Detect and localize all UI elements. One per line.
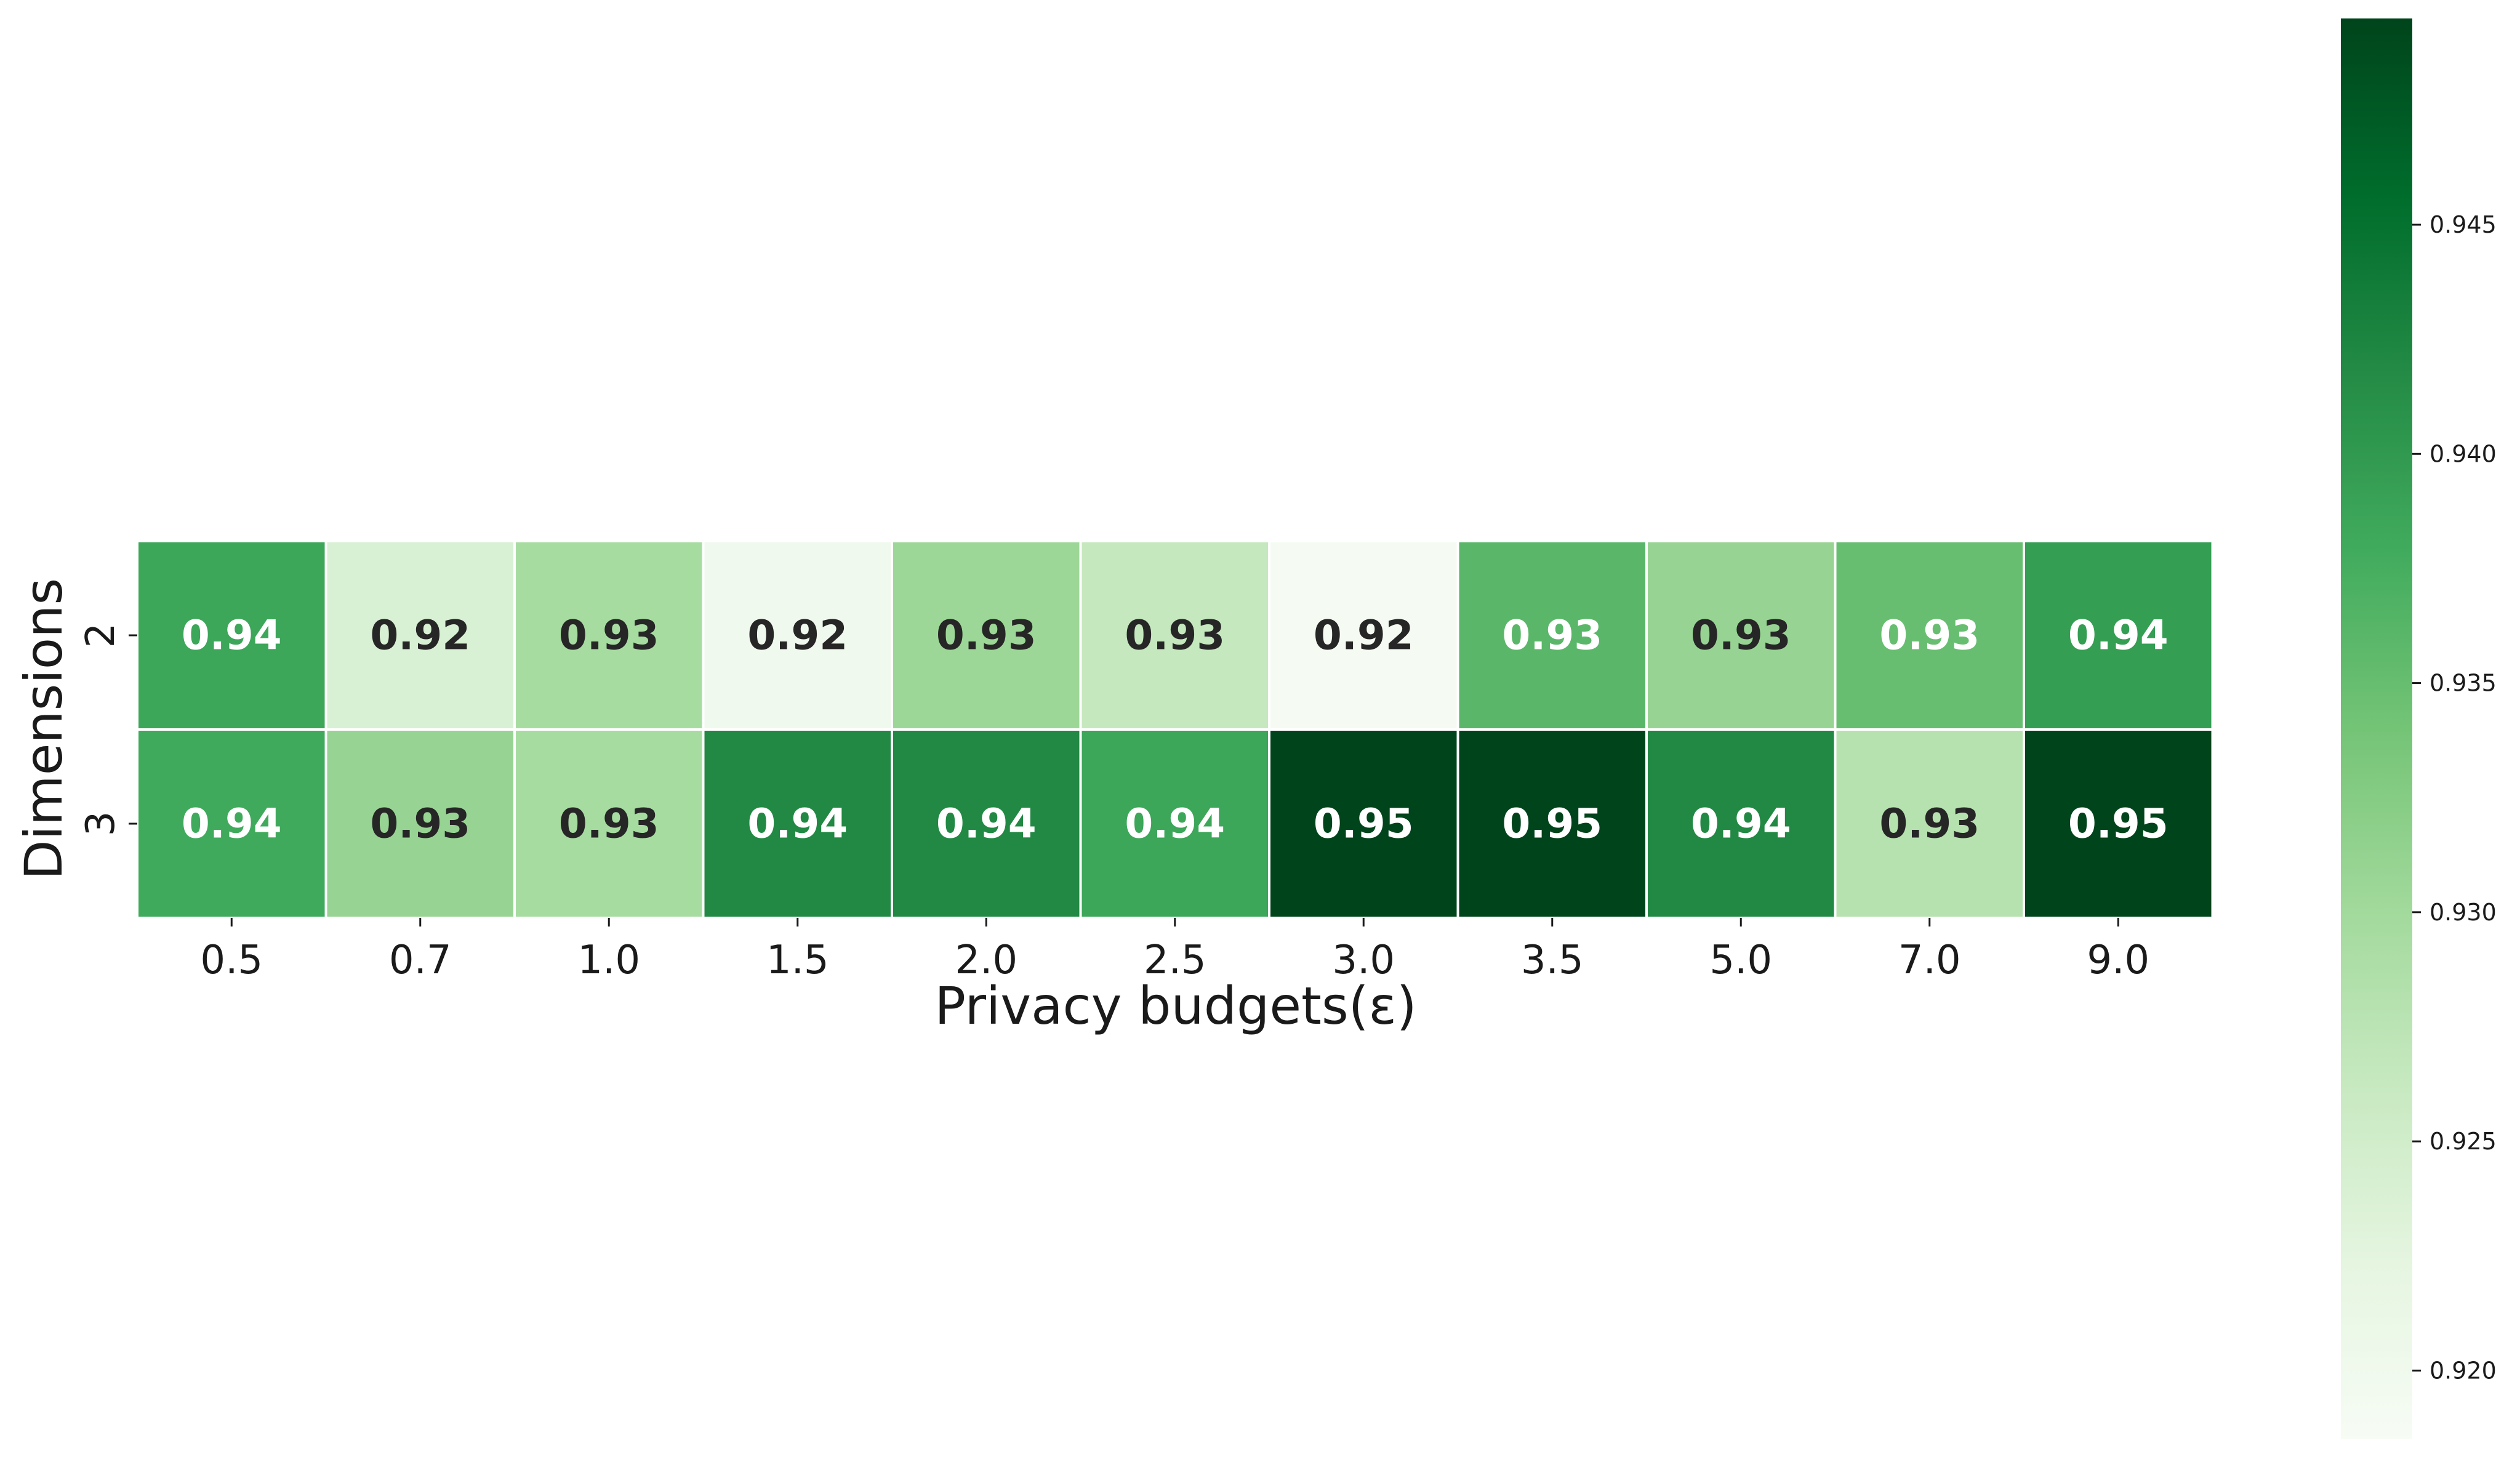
cell-value-label-r0-c8: 0.93 xyxy=(1691,612,1791,659)
cell-value-label-r1-c4: 0.94 xyxy=(936,800,1037,848)
heatmap-cell-r0-c3 xyxy=(702,540,893,731)
cell-value-label-r1-c5: 0.94 xyxy=(1125,800,1225,848)
x-axis-label: Privacy budgets(ε) xyxy=(934,976,1416,1036)
heatmap-cell-r0-c4 xyxy=(891,540,1082,731)
heatmap-cell-r1-c6 xyxy=(1268,728,1459,919)
cell-value-label-r0-c5: 0.93 xyxy=(1125,612,1225,659)
heatmap-cell-r1-c2 xyxy=(513,728,705,919)
x-tick-label-4: 2.0 xyxy=(955,938,1017,983)
colorbar-tick-label-0: 0.920 xyxy=(2430,1357,2497,1384)
cell-value-label-r1-c8: 0.94 xyxy=(1691,800,1791,848)
x-tick-label-0: 0.5 xyxy=(200,938,263,983)
cell-value-label-r1-c9: 0.93 xyxy=(1879,800,1980,848)
x-tick-label-2: 1.0 xyxy=(577,938,640,983)
heatmap-cell-r0-c1 xyxy=(324,540,516,731)
cell-value-label-r0-c9: 0.93 xyxy=(1879,612,1980,659)
cell-value-label-r1-c2: 0.93 xyxy=(559,800,659,848)
heatmap-cell-r1-c8 xyxy=(1645,728,1837,919)
heatmap-cell-r1-c5 xyxy=(1079,728,1270,919)
cell-value-label-r0-c0: 0.94 xyxy=(182,612,282,659)
cell-value-label-r0-c4: 0.93 xyxy=(936,612,1037,659)
colorbar-tick-label-3: 0.935 xyxy=(2430,670,2497,697)
heatmap-cell-r0-c10 xyxy=(2023,540,2214,731)
cell-value-label-r1-c3: 0.94 xyxy=(747,800,848,848)
x-tick-label-9: 7.0 xyxy=(1898,938,1961,983)
colorbar-tick-label-5: 0.945 xyxy=(2430,211,2497,238)
heatmap-cell-r1-c4 xyxy=(891,728,1082,919)
y-axis-label: Dimensions xyxy=(14,578,74,880)
y-tick-labels: 23 xyxy=(78,623,137,837)
x-tick-labels: 0.5 0.7 1.0 1.5 2.0 2.5 3.0 3.5 5.0 7.0 9.0 xyxy=(200,918,2149,983)
cell-value-label-r0-c1: 0.92 xyxy=(370,612,470,659)
heatmap-cell-r1-c10 xyxy=(2023,728,2214,919)
heatmap-cell-r0-c9 xyxy=(1834,540,2025,731)
x-tick-label-6: 3.0 xyxy=(1332,938,1395,983)
cell-value-label-r1-c1: 0.93 xyxy=(370,800,470,848)
cell-value-label-r0-c10: 0.94 xyxy=(2068,612,2169,659)
colorbar: 0.920 0.925 0.930 0.935 0.940 0.945 xyxy=(2341,18,2497,1439)
x-tick-label-5: 2.5 xyxy=(1144,938,1206,983)
x-tick-label-10: 9.0 xyxy=(2087,938,2149,983)
heatmap-cell-r1-c1 xyxy=(324,728,516,919)
x-tick-label-8: 5.0 xyxy=(1709,938,1772,983)
heatmap-cell-r0-c7 xyxy=(1456,540,1648,731)
heatmap-cell-r0-c0 xyxy=(136,540,327,731)
cell-value-label-r1-c6: 0.95 xyxy=(1314,800,1414,848)
x-tick-label-3: 1.5 xyxy=(766,938,829,983)
heatmap-cells: 0.94 0.92 0.93 0.92 0.93 0.93 0.92 0.93 0.93 0.93… xyxy=(136,540,2214,919)
colorbar-gradient xyxy=(2341,18,2412,1439)
cell-value-label-r1-c7: 0.95 xyxy=(1502,800,1602,848)
colorbar-ticks: 0.920 0.925 0.930 0.935 0.940 0.945 xyxy=(2412,211,2497,1384)
y-tick-label-0: 2 xyxy=(78,623,124,648)
colorbar-tick-label-4: 0.940 xyxy=(2430,440,2497,467)
x-tick-label-1: 0.7 xyxy=(389,938,452,983)
cell-value-label-r1-c10: 0.95 xyxy=(2068,800,2169,848)
colorbar-tick-label-1: 0.925 xyxy=(2430,1128,2497,1155)
cell-value-label-r0-c2: 0.93 xyxy=(559,612,659,659)
heatmap-cell-r0-c2 xyxy=(513,540,705,731)
heatmap-cell-r0-c5 xyxy=(1079,540,1270,731)
cell-value-label-r0-c3: 0.92 xyxy=(747,612,848,659)
cell-value-label-r0-c7: 0.93 xyxy=(1502,612,1602,659)
heatmap-cell-r1-c7 xyxy=(1456,728,1648,919)
cell-value-label-r0-c6: 0.92 xyxy=(1314,612,1414,659)
heatmap-cell-r1-c0 xyxy=(136,728,327,919)
cell-value-label-r1-c0: 0.94 xyxy=(182,800,282,848)
heatmap-cell-r1-c9 xyxy=(1834,728,2025,919)
y-tick-label-1: 3 xyxy=(78,811,124,837)
colorbar-tick-label-2: 0.930 xyxy=(2430,899,2497,926)
x-tick-label-7: 3.5 xyxy=(1521,938,1584,983)
